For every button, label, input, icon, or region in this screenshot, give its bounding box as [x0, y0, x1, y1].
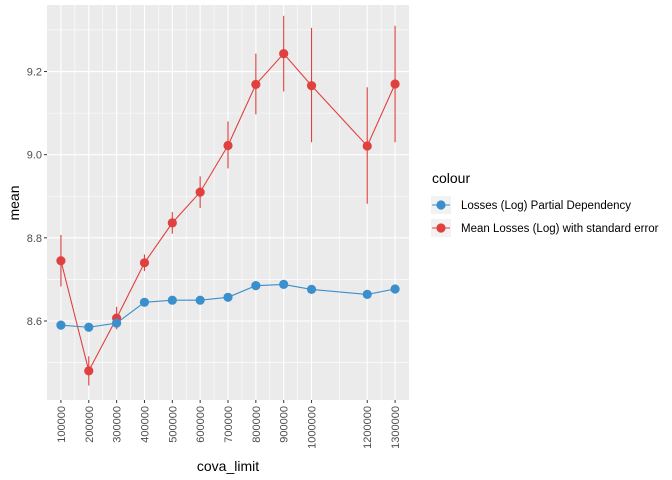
data-point [167, 295, 177, 305]
y-axis-title: mean [6, 185, 22, 220]
data-point [279, 49, 289, 59]
x-tick-label: 900000 [279, 406, 291, 443]
y-tick-label: 8.6 [27, 316, 42, 328]
data-point [279, 279, 289, 290]
y-axis: 8.6 8.8 9.0 9.2 [27, 67, 47, 328]
data-point [139, 258, 150, 268]
x-tick-label: 800000 [251, 406, 263, 443]
data-point [223, 292, 233, 302]
y-tick-label: 8.8 [27, 233, 42, 245]
data-point [84, 366, 94, 376]
legend: colour Losses (Log) Partial Dependency M… [431, 170, 659, 237]
data-point [167, 218, 177, 228]
data-point [251, 79, 261, 90]
x-tick-label: 100000 [56, 406, 68, 443]
series-layer [56, 15, 400, 386]
data-point [195, 187, 205, 197]
x-tick-label: 400000 [139, 406, 151, 443]
legend-keys [431, 196, 451, 237]
y-tick-label: 9.0 [27, 150, 42, 162]
x-tick-label: 600000 [195, 406, 207, 443]
series-line [60, 283, 396, 328]
y-tick-label: 9.2 [27, 67, 42, 79]
x-tick-label: 500000 [167, 406, 179, 443]
data-point [56, 320, 66, 330]
legend-title: colour [432, 170, 470, 186]
data-point [84, 322, 94, 332]
data-point [139, 297, 150, 307]
data-point [306, 81, 317, 91]
x-tick-label: 200000 [84, 406, 96, 443]
data-point [195, 295, 205, 305]
legend-key-point [436, 223, 446, 233]
data-point [306, 284, 317, 294]
data-point [362, 289, 372, 299]
x-tick-label: 300000 [112, 406, 124, 443]
data-point [362, 141, 372, 151]
grid-minor [47, 5, 409, 400]
legend-label-partial-dependency: Losses (Log) Partial Dependency [461, 200, 631, 212]
legend-key-point [436, 200, 446, 210]
x-tick-label: 1200000 [362, 406, 374, 449]
data-point [390, 79, 400, 89]
series-line [60, 52, 396, 373]
data-point [56, 256, 66, 266]
data-point [390, 284, 400, 294]
data-point [251, 281, 261, 291]
data-point [223, 140, 233, 151]
x-tick-label: 1000000 [307, 406, 319, 449]
x-axis: 100000 200000 300000 400000 500000 600000 7000… [56, 400, 402, 449]
x-tick-label: 1300000 [390, 406, 402, 449]
x-tick-label: 700000 [223, 406, 235, 443]
x-axis-title: cova_limit [197, 458, 259, 474]
data-point [112, 318, 122, 328]
legend-label-mean-losses: Mean Losses (Log) with standard error [461, 223, 659, 235]
